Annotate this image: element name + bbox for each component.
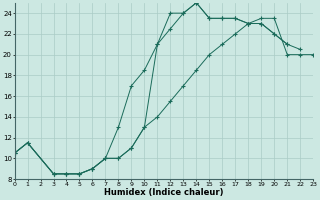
X-axis label: Humidex (Indice chaleur): Humidex (Indice chaleur) <box>104 188 224 197</box>
